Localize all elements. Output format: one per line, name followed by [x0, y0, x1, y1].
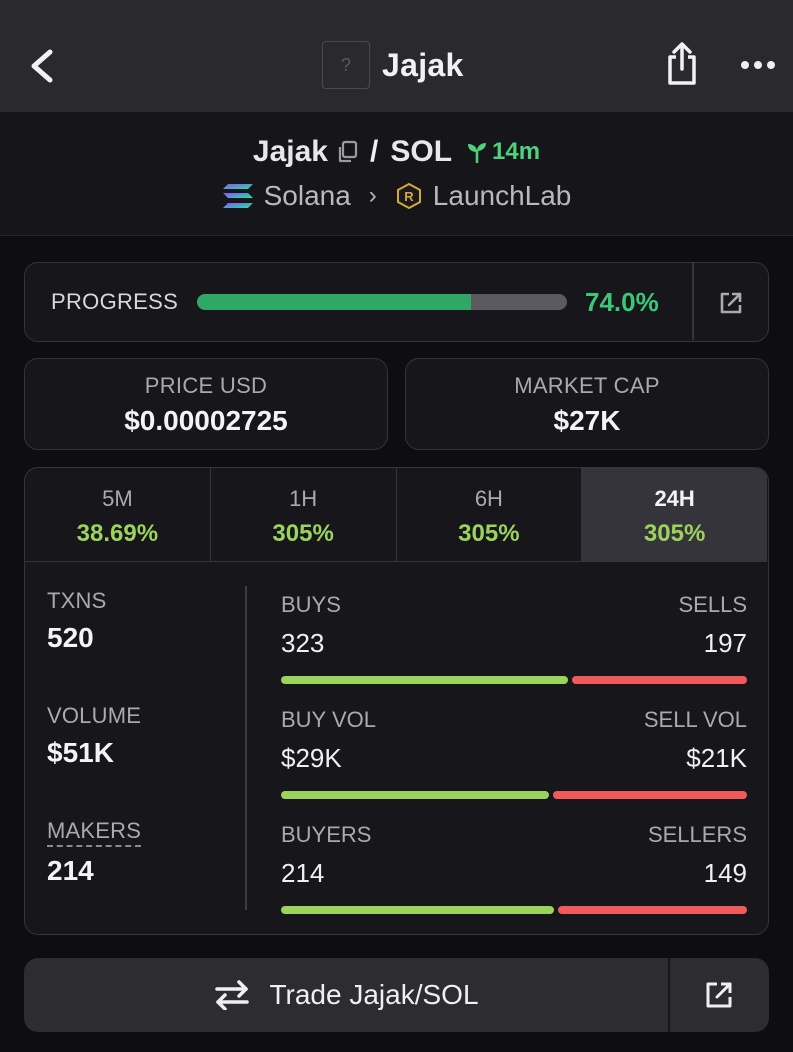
tab-6h[interactable]: 6H 305%: [397, 468, 583, 561]
makers-label[interactable]: MAKERS: [47, 818, 142, 847]
price-usd-card: PRICE USD $0.00002725: [24, 358, 388, 450]
buys-sells-split: BUYS SELLS 323 197: [281, 592, 747, 692]
pair-line: Jajak / SOL 14m: [0, 132, 793, 172]
trade-external-link-button[interactable]: [700, 976, 738, 1014]
trade-button-label: Trade Jajak/SOL: [269, 979, 479, 1010]
token-image-placeholder: ?: [322, 41, 370, 89]
market-cap-card: MARKET CAP $27K: [405, 358, 769, 450]
buy-vol-value: $29K: [281, 743, 342, 773]
timeframe-tabs: 5M 38.69% 1H 305% 6H 305% 24H 305%: [25, 468, 767, 562]
sell-vol-value: $21K: [686, 743, 747, 773]
base-token-symbol: Jajak: [252, 135, 328, 168]
column-divider: [245, 586, 247, 910]
buyers-value: 214: [281, 858, 325, 888]
txns-value: 520: [47, 622, 94, 653]
buys-value: 323: [281, 628, 325, 658]
progress-bar-fill: [197, 294, 471, 310]
page-title: Jajak: [382, 46, 464, 83]
volume-stat: VOLUME $51K: [47, 703, 141, 769]
volume-value: $51K: [47, 737, 114, 768]
tab-label: 24H: [654, 486, 695, 511]
pair-header: Jajak / SOL 14m: [0, 112, 793, 236]
tab-label: 1H: [289, 486, 318, 511]
launchlab-logo-icon: R: [396, 182, 421, 210]
more-horizontal-icon-dot: [741, 61, 749, 69]
tab-price-change: 305%: [272, 520, 334, 547]
top-bar: ? Jajak: [0, 0, 793, 112]
buy-sell-volume-split: BUY VOL SELL VOL $29K $21K: [281, 707, 747, 807]
launchpad-name[interactable]: LaunchLab: [432, 180, 572, 211]
progress-bar: [197, 294, 567, 310]
trade-bar: Trade Jajak/SOL: [24, 958, 769, 1032]
price-usd-value: $0.00002725: [124, 405, 288, 436]
buyers-sellers-bar: [281, 906, 747, 914]
pair-separator: /: [370, 135, 379, 168]
volume-label: VOLUME: [47, 703, 142, 728]
buys-label: BUYS: [281, 592, 341, 617]
tab-1h[interactable]: 1H 305%: [211, 468, 397, 561]
share-button[interactable]: [660, 38, 704, 90]
buyers-label: BUYERS: [281, 822, 372, 847]
trade-button[interactable]: Trade Jajak/SOL: [24, 958, 668, 1032]
sell-share-bar: [558, 906, 747, 914]
sprout-icon: [468, 143, 487, 163]
tab-price-change: 38.69%: [76, 520, 159, 547]
chain-breadcrumb: Solana › R LaunchLab: [0, 176, 793, 216]
tab-5m[interactable]: 5M 38.69%: [25, 468, 211, 561]
buy-share-bar: [281, 676, 568, 684]
sell-share-bar: [572, 676, 747, 684]
share-icon: [668, 42, 696, 85]
chevron-left-icon: [31, 49, 53, 83]
quote-token-symbol: SOL: [390, 135, 453, 168]
buy-share-bar: [281, 906, 554, 914]
sellers-value: 149: [703, 858, 747, 888]
back-button[interactable]: [22, 42, 62, 90]
more-horizontal-icon-dot: [754, 61, 762, 69]
tab-24h[interactable]: 24H 305%: [582, 468, 767, 561]
tab-label: 6H: [474, 486, 503, 511]
pair-age: 14m: [466, 138, 540, 166]
buys-sells-bar: [281, 676, 747, 684]
tab-price-change: 305%: [458, 520, 520, 547]
tab-label: 5M: [102, 486, 133, 511]
buy-sell-volume-bar: [281, 791, 747, 799]
progress-label: PROGRESS: [51, 289, 179, 314]
makers-stat: MAKERS 214: [47, 818, 142, 887]
svg-text:R: R: [404, 189, 414, 204]
external-link-icon: [720, 292, 742, 314]
metrics-card: 5M 38.69% 1H 305% 6H 305% 24H 305% TXNS …: [24, 467, 769, 935]
market-cap-label: MARKET CAP: [514, 373, 660, 398]
txns-label: TXNS: [47, 588, 107, 613]
more-options-button[interactable]: [736, 48, 780, 82]
txns-stat: TXNS 520: [47, 588, 106, 654]
buy-share-bar: [281, 791, 549, 799]
progress-card: PROGRESS 74.0%: [24, 262, 769, 342]
sell-vol-label: SELL VOL: [643, 707, 747, 732]
divider: [692, 263, 694, 340]
more-horizontal-icon-dot: [767, 61, 775, 69]
external-link-icon: [706, 982, 732, 1008]
copy-icon[interactable]: [336, 140, 358, 164]
price-usd-label: PRICE USD: [144, 373, 268, 398]
market-cap-value: $27K: [553, 405, 621, 436]
buyers-sellers-split: BUYERS SELLERS 214 149: [281, 822, 747, 922]
sells-label: SELLS: [678, 592, 748, 617]
sell-share-bar: [553, 791, 747, 799]
tab-price-change: 305%: [643, 520, 706, 547]
sells-value: 197: [703, 628, 747, 658]
divider: [668, 958, 670, 1032]
sellers-label: SELLERS: [647, 822, 747, 847]
makers-value: 214: [47, 855, 94, 886]
swap-arrows-icon: [215, 980, 250, 1010]
external-link-button[interactable]: [713, 285, 749, 321]
title-group: ? Jajak: [322, 40, 464, 90]
solana-logo-icon: [222, 184, 253, 208]
buy-vol-label: BUY VOL: [281, 707, 376, 732]
pair-age-value: 14m: [492, 138, 541, 165]
chain-name[interactable]: Solana: [263, 180, 351, 211]
chevron-right-icon: ›: [368, 182, 377, 209]
progress-value: 74.0%: [585, 287, 659, 317]
